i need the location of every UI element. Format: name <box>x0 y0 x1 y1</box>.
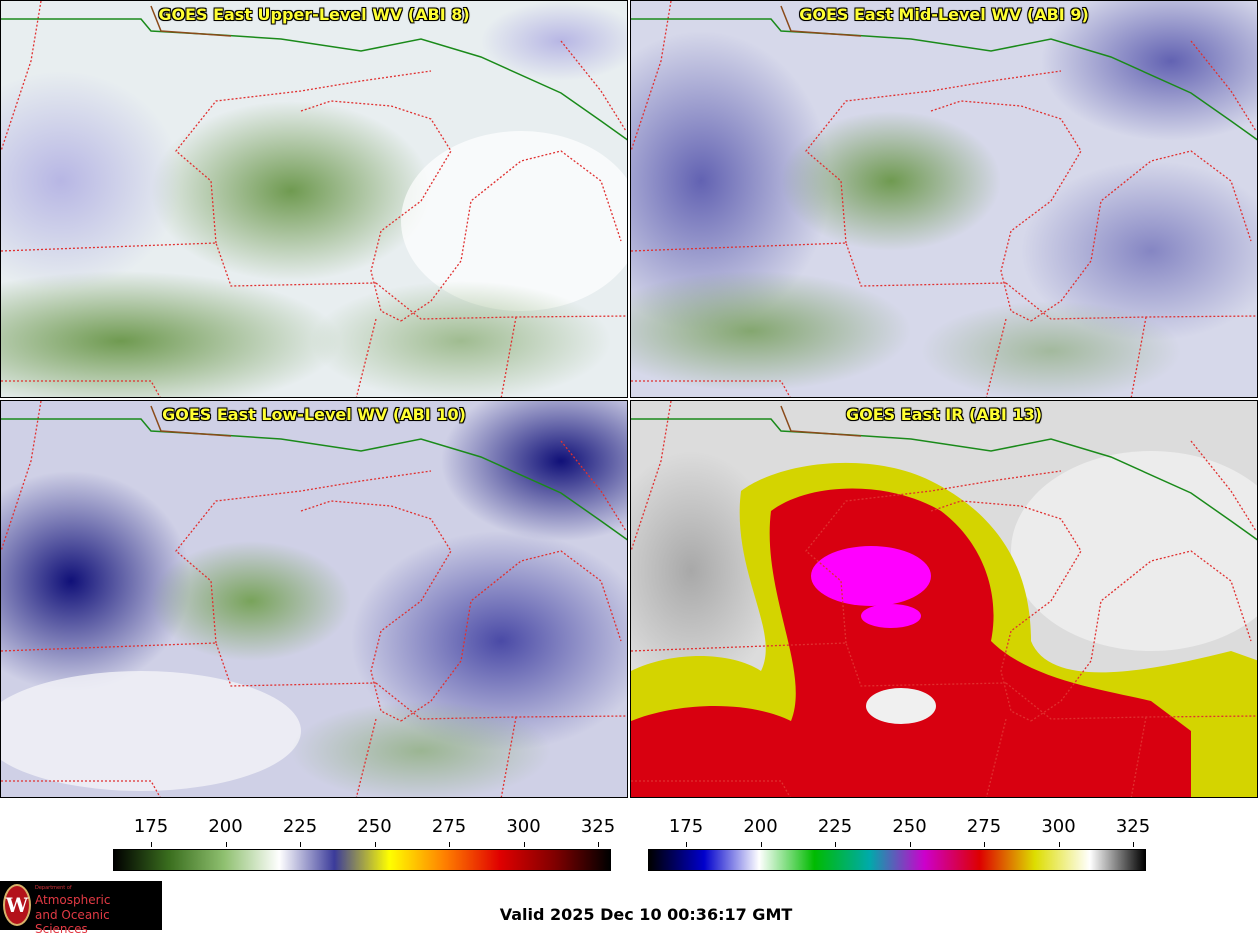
colorbar-tick-mark <box>374 842 376 847</box>
colorbar-tick-label: 225 <box>282 816 318 837</box>
colorbar-tick-label: 300 <box>1041 816 1076 837</box>
mid-wv-imagery <box>631 1 1257 397</box>
panel-title: GOES East IR (ABI 13) <box>845 405 1043 424</box>
wv-colorbar-ticks: 175 200 225 250 275 300 325 <box>113 816 615 847</box>
colorbar-tick-label: 200 <box>208 816 243 837</box>
colorbar-tick-label: 200 <box>743 816 778 837</box>
colorbar-tick-mark <box>686 842 687 847</box>
ir-colorbar-ticks: 175 200 225 250 275 300 325 <box>648 816 1150 847</box>
colorbar-tick-label: 325 <box>1115 816 1151 837</box>
colorbar-tick-mark <box>760 842 762 847</box>
colorbar-tick-label: 225 <box>817 816 853 837</box>
colorbar-tick-mark <box>300 842 301 847</box>
aos-logo: W Department of Atmospheric and Oceanic … <box>0 881 162 936</box>
colorbar-tick-label: 275 <box>431 816 467 837</box>
low-wv-imagery <box>1 401 627 797</box>
colorbar-tick-mark <box>449 842 450 847</box>
logo-dept: Department of <box>35 885 72 891</box>
colorbar-tick-mark <box>984 842 985 847</box>
panel-ir: GOES East IR (ABI 13) <box>630 400 1258 798</box>
panel-upper-wv: GOES East Upper-Level WV (ABI 8) <box>0 0 628 398</box>
colorbar-tick-mark <box>225 842 227 847</box>
upper-wv-imagery <box>1 1 627 397</box>
panel-low-wv: GOES East Low-Level WV (ABI 10) <box>0 400 628 798</box>
colorbar-tick-label: 325 <box>580 816 616 837</box>
colorbar-tick-mark <box>598 842 599 847</box>
colorbar-tick-label: 250 <box>892 816 927 837</box>
colorbar-tick-label: 175 <box>133 816 169 837</box>
colorbar-tick-mark <box>909 842 911 847</box>
panel-title: GOES East Mid-Level WV (ABI 9) <box>799 5 1089 24</box>
colorbar-tick-label: 300 <box>506 816 541 837</box>
panel-mid-wv: GOES East Mid-Level WV (ABI 9) <box>630 0 1258 398</box>
panel-title: GOES East Upper-Level WV (ABI 8) <box>158 5 470 24</box>
uw-seal-icon: W <box>3 884 31 926</box>
ir-colorbar <box>648 849 1146 871</box>
colorbar-tick-mark <box>151 842 152 847</box>
colorbar-tick-label: 250 <box>357 816 392 837</box>
logo-line1: Atmospheric <box>35 893 111 907</box>
colorbar-tick-mark <box>523 842 525 847</box>
ir-imagery <box>631 401 1257 797</box>
wv-colorbar <box>113 849 611 871</box>
colorbar-tick-mark <box>1058 842 1060 847</box>
colorbar-tick-mark <box>835 842 836 847</box>
colorbar-tick-label: 175 <box>668 816 704 837</box>
valid-time: Valid 2025 Dec 10 00:36:17 GMT <box>499 905 793 924</box>
panel-title: GOES East Low-Level WV (ABI 10) <box>162 405 466 424</box>
colorbar-tick-label: 275 <box>966 816 1002 837</box>
colorbar-tick-mark <box>1133 842 1134 847</box>
